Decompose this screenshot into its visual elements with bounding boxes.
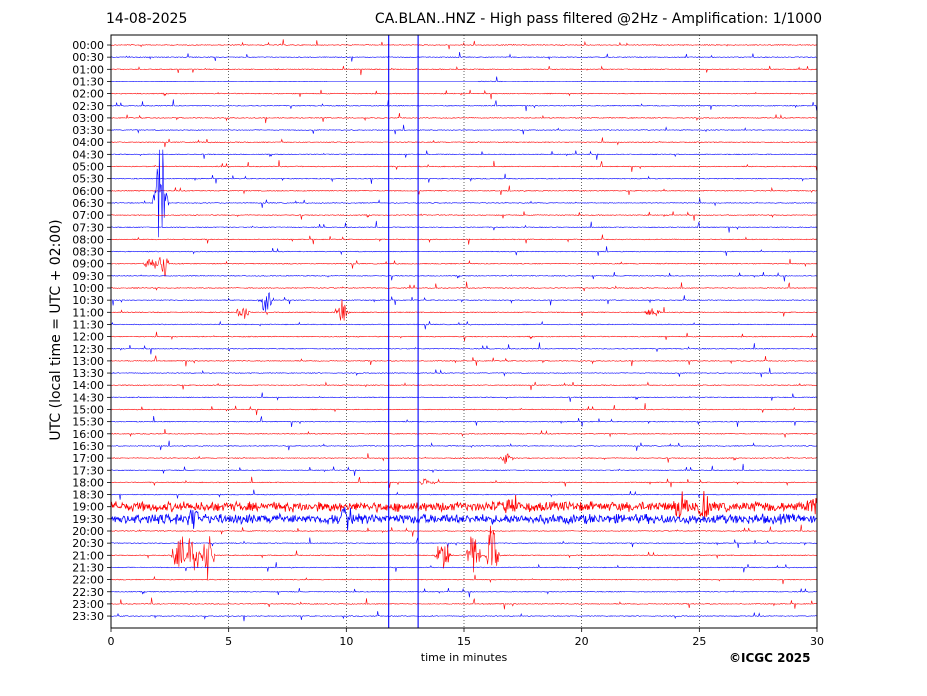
trace-1430: [110, 392, 817, 402]
trace-0530: [110, 173, 817, 184]
grid-layer: [228, 35, 700, 628]
x-tick-label: 30: [810, 635, 824, 648]
y-tick-label: 15:30: [72, 416, 104, 429]
y-tick-label: 03:00: [72, 112, 104, 125]
x-tick-label: 20: [575, 635, 589, 648]
y-tick-label: 13:00: [72, 355, 104, 368]
y-tick-label: 14:00: [72, 379, 104, 392]
trace-0430: [110, 150, 817, 160]
y-tick-label: 18:30: [72, 489, 104, 502]
trace-1000: [110, 281, 817, 292]
y-tick-label: 02:30: [72, 100, 104, 113]
trace-2330: [110, 611, 817, 622]
trace-2130: [110, 562, 817, 573]
y-tick-label: 07:30: [72, 221, 104, 234]
y-tick-label: 04:00: [72, 136, 104, 149]
y-tick-label: 21:30: [72, 561, 104, 574]
y-tick-label: 22:30: [72, 586, 104, 599]
trace-1330: [111, 367, 817, 378]
trace-0600: [110, 185, 817, 196]
y-tick-label: 17:00: [72, 452, 104, 465]
trace-1900: [110, 490, 817, 520]
trace-0300: [110, 113, 817, 124]
trace-0200: [110, 89, 817, 100]
trace-1100: [110, 299, 817, 321]
trace-2100: [110, 525, 817, 581]
y-tick-label: 15:00: [72, 404, 104, 417]
y-tick-label: 11:00: [72, 306, 104, 319]
trace-1200: [110, 331, 817, 342]
y-tick-label: 12:00: [72, 331, 104, 344]
y-tick-layer: 00:0000:3001:0001:3002:0002:3003:0003:30…: [72, 39, 111, 623]
x-tick-layer: 0 5 10 15 20 25 30: [108, 628, 824, 648]
y-tick-label: 08:00: [72, 233, 104, 246]
trace-1130: [110, 320, 817, 330]
y-tick-label: 18:00: [72, 476, 104, 489]
y-tick-label: 03:30: [72, 124, 104, 137]
trace-0930: [110, 271, 817, 282]
trace-0500: [110, 160, 817, 172]
trace-1930: [110, 507, 817, 531]
x-tick-label: 25: [692, 635, 706, 648]
y-tick-label: 04:30: [72, 148, 104, 161]
y-tick-label: 19:00: [72, 501, 104, 514]
y-tick-label: 16:00: [72, 428, 104, 441]
y-tick-label: 19:30: [72, 513, 104, 526]
y-tick-label: 01:00: [72, 63, 104, 76]
y-tick-label: 08:30: [72, 246, 104, 259]
trace-1730: [110, 463, 817, 476]
trace-1630: [110, 440, 817, 451]
y-tick-label: 02:00: [72, 88, 104, 101]
trace-0130: [110, 76, 817, 83]
trace-2230: [110, 587, 817, 598]
y-tick-label: 17:30: [72, 464, 104, 477]
y-tick-label: 00:30: [72, 51, 104, 64]
y-tick-label: 07:00: [72, 209, 104, 222]
trace-1600: [110, 428, 817, 438]
y-tick-label: 10:30: [72, 294, 104, 307]
y-tick-label: 05:00: [72, 161, 104, 174]
y-tick-label: 14:30: [72, 391, 104, 404]
x-tick-label: 0: [108, 635, 115, 648]
y-tick-label: 00:00: [72, 39, 104, 52]
y-tick-label: 20:30: [72, 537, 104, 550]
y-tick-label: 10:00: [72, 282, 104, 295]
y-tick-label: 09:30: [72, 270, 104, 283]
trace-2300: [110, 597, 817, 610]
trace-1400: [110, 381, 817, 391]
y-tick-label: 01:30: [72, 75, 104, 88]
y-tick-label: 06:30: [72, 197, 104, 210]
trace-1500: [111, 403, 817, 416]
y-tick-label: 05:30: [72, 173, 104, 186]
trace-0400: [110, 137, 817, 148]
chart-title: CA.BLAN..HNZ - High pass filtered @2Hz -…: [374, 11, 822, 27]
plot-frame: [110, 34, 818, 629]
x-tick-label: 15: [457, 635, 471, 648]
y-tick-label: 09:00: [72, 258, 104, 271]
x-axis-label: time in minutes: [420, 651, 508, 664]
y-tick-label: 23:00: [72, 598, 104, 611]
y-tick-label: 21:00: [72, 549, 104, 562]
y-tick-label: 13:30: [72, 367, 104, 380]
x-tick-label: 5: [225, 635, 232, 648]
date-label: 14-08-2025: [106, 11, 188, 27]
copyright-label: ©ICGC 2025: [729, 651, 811, 665]
y-tick-label: 11:30: [72, 318, 104, 331]
y-tick-label: 20:00: [72, 525, 104, 538]
trace-1530: [110, 415, 817, 428]
y-tick-label: 23:30: [72, 610, 104, 623]
y-tick-label: 06:00: [72, 185, 104, 198]
x-tick-label: 10: [339, 635, 353, 648]
trace-0100: [110, 65, 817, 76]
y-tick-label: 16:30: [72, 440, 104, 453]
trace-0230: [111, 99, 817, 112]
y-tick-label: 12:30: [72, 343, 104, 356]
trace-1230: [110, 342, 817, 355]
trace-2200: [110, 574, 817, 585]
y-tick-label: 22:00: [72, 574, 104, 587]
vertical-line-layer: [388, 35, 419, 628]
trace-0330: [110, 124, 817, 135]
trace-1300: [110, 355, 817, 367]
